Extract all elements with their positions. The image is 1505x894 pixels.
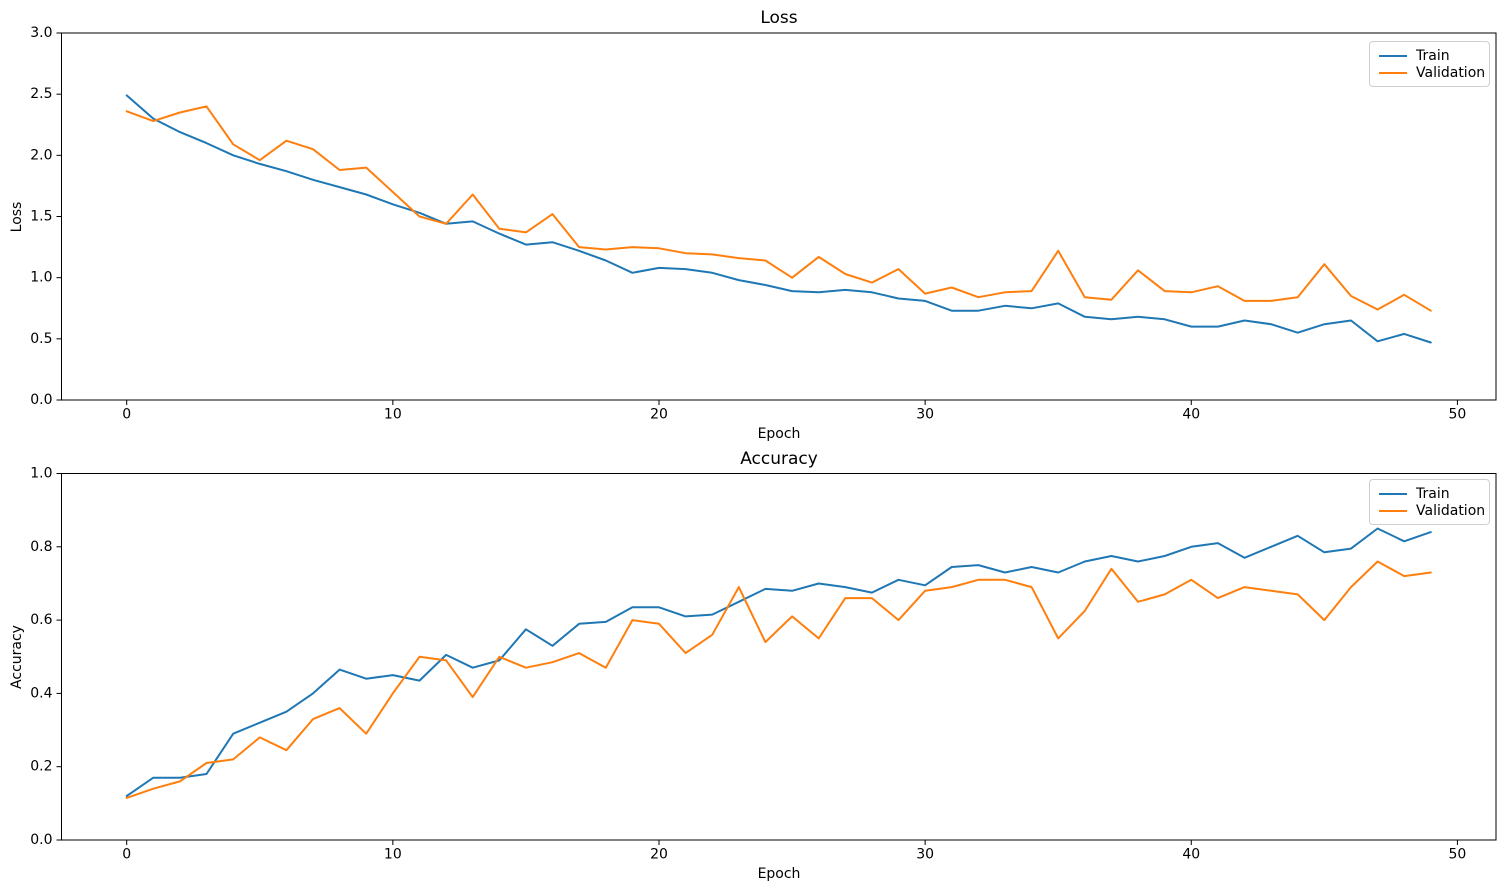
accuracy-y-axis-label: Accuracy (9, 625, 25, 689)
accuracy-x-tick-label: 40 (1182, 847, 1200, 863)
accuracy-x-tick-label: 20 (650, 847, 668, 863)
loss-legend-validation-label: Validation (1416, 64, 1486, 81)
loss-y-axis-label: Loss (9, 201, 25, 233)
train-line-swatch (1379, 492, 1407, 495)
loss-legend-train-label: Train (1416, 47, 1450, 64)
loss-x-tick-label: 0 (122, 407, 131, 423)
train-line-swatch (1379, 54, 1407, 57)
loss-legend-item-validation: Validation (1379, 64, 1485, 81)
loss-x-axis-label: Epoch (757, 426, 801, 442)
accuracy-x-tick-label: 50 (1448, 847, 1466, 863)
validation-line-swatch (1379, 509, 1407, 512)
accuracy-legend-item-validation: Validation (1379, 502, 1485, 519)
loss-chart-title: Loss (760, 8, 798, 28)
accuracy-x-tick-label: 30 (916, 847, 934, 863)
loss-y-tick-label: 0.0 (30, 392, 52, 408)
loss-x-tick-label: 10 (384, 407, 402, 423)
accuracy-y-tick-label: 0.0 (30, 832, 52, 848)
loss-validation-line (125, 105, 1432, 312)
accuracy-y-tick-label: 0.6 (30, 612, 52, 628)
loss-legend-item-train: Train (1379, 47, 1481, 64)
loss-x-tick-label: 20 (650, 407, 668, 423)
accuracy-y-tick-label: 0.2 (30, 759, 52, 775)
loss-y-tick-label: 1.5 (30, 209, 52, 225)
loss-y-tick-label: 0.5 (30, 331, 52, 347)
loss-y-tick-label: 3.0 (30, 25, 52, 41)
loss-y-tick-label: 1.0 (30, 270, 52, 286)
accuracy-validation-line (125, 560, 1432, 799)
accuracy-axes-spine (61, 473, 1497, 841)
accuracy-legend-item-train: Train (1379, 485, 1481, 502)
accuracy-x-tick-label: 10 (384, 847, 402, 863)
accuracy-x-axis-label: Epoch (757, 866, 801, 882)
loss-y-tick-label: 2.0 (30, 147, 52, 163)
accuracy-y-tick-label: 0.4 (30, 685, 52, 701)
validation-line-swatch (1379, 71, 1407, 74)
accuracy-train-line (125, 527, 1432, 797)
loss-x-tick-label: 40 (1182, 407, 1200, 423)
loss-x-tick-label: 30 (916, 407, 934, 423)
loss-train-line (125, 94, 1432, 344)
loss-axes-spine (61, 32, 1497, 401)
accuracy-x-tick-label: 0 (122, 847, 131, 863)
accuracy-chart-title: Accuracy (740, 449, 818, 469)
loss-legend: Train Validation (1369, 41, 1490, 87)
loss-y-tick-label: 2.5 (30, 86, 52, 102)
accuracy-y-tick-label: 1.0 (30, 466, 52, 482)
accuracy-legend-train-label: Train (1416, 485, 1450, 502)
accuracy-legend: Train Validation (1369, 479, 1490, 525)
loss-x-tick-label: 50 (1448, 407, 1466, 423)
accuracy-y-tick-label: 0.8 (30, 539, 52, 555)
accuracy-legend-validation-label: Validation (1416, 502, 1486, 519)
